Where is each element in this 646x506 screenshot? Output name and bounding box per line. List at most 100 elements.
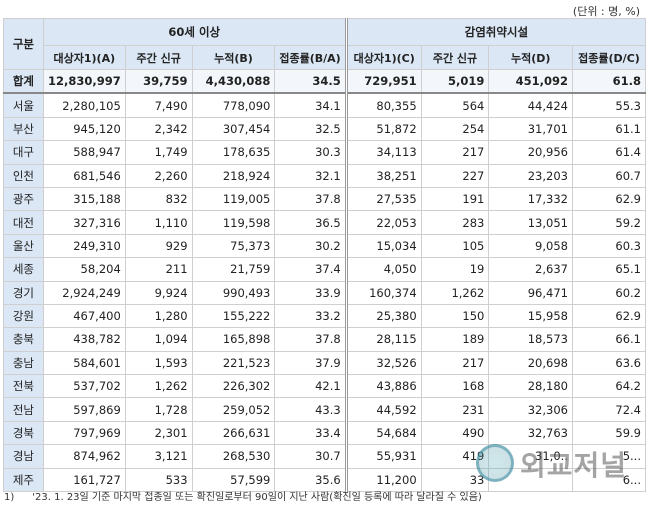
value-cell: 929: [124, 233, 193, 259]
value-cell: 438,782: [42, 327, 126, 352]
value-cell: 30.2: [274, 233, 347, 259]
value-cell: 168: [420, 374, 490, 399]
value-cell: 44,424: [488, 92, 573, 118]
col-target-a: 대상자1)(A): [42, 45, 126, 70]
value-cell: 51,872: [344, 116, 422, 142]
value-cell: 96,471: [488, 280, 573, 305]
value-cell: 80,355: [344, 92, 422, 118]
col-cumulative-d: 누적(D): [488, 45, 573, 70]
value-cell: 66.1: [571, 327, 646, 352]
value-cell: 37.9: [274, 350, 347, 376]
table-row: 광주 315,188 832 119,005 37.8 27,535 191 17,332 62…: [3, 186, 646, 212]
value-cell: 62.9: [571, 186, 646, 212]
value-cell: 1,593: [124, 350, 193, 376]
region-cell: 전북: [3, 374, 44, 399]
value-cell: 28,115: [344, 327, 422, 352]
table-row: 부산 945,120 2,342 307,454 32.5 51,872 254 31,701…: [3, 116, 646, 142]
value-cell: 226,302: [191, 374, 276, 399]
value-cell: 31,701: [488, 116, 573, 142]
col-weekly-new-2: 주간 신규: [420, 45, 490, 70]
region-cell: 경남: [3, 444, 44, 469]
value-cell: 12,830,997: [42, 69, 126, 94]
value-cell: 227: [420, 163, 490, 188]
value-cell: 1,262: [124, 374, 193, 399]
value-cell: 11,200: [344, 467, 422, 493]
region-cell: 경북: [3, 420, 44, 446]
value-cell: 6...: [571, 467, 646, 493]
value-cell: 451,092: [488, 69, 573, 94]
value-cell: 27,535: [344, 186, 422, 212]
value-cell: 1,110: [124, 210, 193, 235]
value-cell: 221,523: [191, 350, 276, 376]
col-target-c: 대상자1)(C): [344, 45, 422, 70]
region-cell: 경기: [3, 280, 44, 305]
value-cell: 1,094: [124, 327, 193, 352]
value-cell: 1,280: [124, 303, 193, 329]
region-cell: 광주: [3, 186, 44, 212]
value-cell: 30.7: [274, 444, 347, 469]
value-cell: 254: [420, 116, 490, 142]
region-cell: 대구: [3, 140, 44, 165]
value-cell: 28,180: [488, 374, 573, 399]
value-cell: 249,310: [42, 233, 126, 259]
value-cell: 490: [420, 420, 490, 446]
value-cell: 268,530: [191, 444, 276, 469]
value-cell: 597,869: [42, 397, 126, 422]
value-cell: 17,332: [488, 186, 573, 212]
value-cell: 266,631: [191, 420, 276, 446]
value-cell: 33.9: [274, 280, 347, 305]
value-cell: 34.1: [274, 92, 347, 118]
table-row: 대전 327,316 1,110 119,598 36.5 22,053 283 13,051…: [3, 210, 646, 235]
value-cell: 160,374: [344, 280, 422, 305]
value-cell: 217: [420, 350, 490, 376]
region-cell: 세종: [3, 257, 44, 282]
value-cell: 119,005: [191, 186, 276, 212]
value-cell: 2,280,105: [42, 92, 126, 118]
table-row: 경기 2,924,249 9,924 990,493 33.9 160,374 1,262 9…: [3, 280, 646, 305]
value-cell: 2,260: [124, 163, 193, 188]
value-cell: 65.1: [571, 257, 646, 282]
value-cell: 25,380: [344, 303, 422, 329]
value-cell: 62.9: [571, 303, 646, 329]
value-cell: 20,698: [488, 350, 573, 376]
col-cumulative-b: 누적(B): [191, 45, 276, 70]
value-cell: 58,204: [42, 257, 126, 282]
value-cell: 3,121: [124, 444, 193, 469]
value-cell: 33.2: [274, 303, 347, 329]
value-cell: 61.8: [571, 69, 646, 94]
value-cell: 231: [420, 397, 490, 422]
footnote: 1) '23. 1. 23일 기준 마지막 접종일 또는 확진일로부터 90일이 …: [4, 488, 482, 503]
value-cell: 564: [420, 92, 490, 118]
value-cell: 5,019: [420, 69, 490, 94]
value-cell: 155,222: [191, 303, 276, 329]
table-row: 울산 249,310 929 75,373 30.2 15,034 105 9,058 60.3: [3, 233, 646, 259]
value-cell: 681,546: [42, 163, 126, 188]
col-rate-dc: 접종률(D/C): [571, 45, 646, 70]
table-row: 전북 537,702 1,262 226,302 42.1 43,886 168 28,180…: [3, 374, 646, 399]
region-cell: 충남: [3, 350, 44, 376]
value-cell: 178,635: [191, 140, 276, 165]
value-cell: 13,051: [488, 210, 573, 235]
value-cell: 20,956: [488, 140, 573, 165]
value-cell: 32.1: [274, 163, 347, 188]
table-row: 경남 874,962 3,121 268,530 30.7 55,931 419 31,0..…: [3, 444, 646, 469]
value-cell: 105: [420, 233, 490, 259]
value-cell: 797,969: [42, 420, 126, 446]
value-cell: 32,763: [488, 420, 573, 446]
group1-header: 60세 이상: [42, 18, 347, 46]
value-cell: 2,342: [124, 116, 193, 142]
value-cell: 7,490: [124, 92, 193, 118]
unit-note: (단위 : 명, %): [572, 5, 640, 18]
value-cell: 43,886: [344, 374, 422, 399]
value-cell: 59.2: [571, 210, 646, 235]
value-cell: 75,373: [191, 233, 276, 259]
table-row: 대구 588,947 1,749 178,635 30.3 34,113 217 20,956…: [3, 140, 646, 165]
value-cell: 43.3: [274, 397, 347, 422]
value-cell: 874,962: [42, 444, 126, 469]
value-cell: 165,898: [191, 327, 276, 352]
value-cell: 55,931: [344, 444, 422, 469]
col-weekly-new-1: 주간 신규: [124, 45, 193, 70]
group-header: 구분: [3, 18, 44, 70]
table-row: 경북 797,969 2,301 266,631 33.4 54,684 490 32,763…: [3, 420, 646, 446]
value-cell: 832: [124, 186, 193, 212]
